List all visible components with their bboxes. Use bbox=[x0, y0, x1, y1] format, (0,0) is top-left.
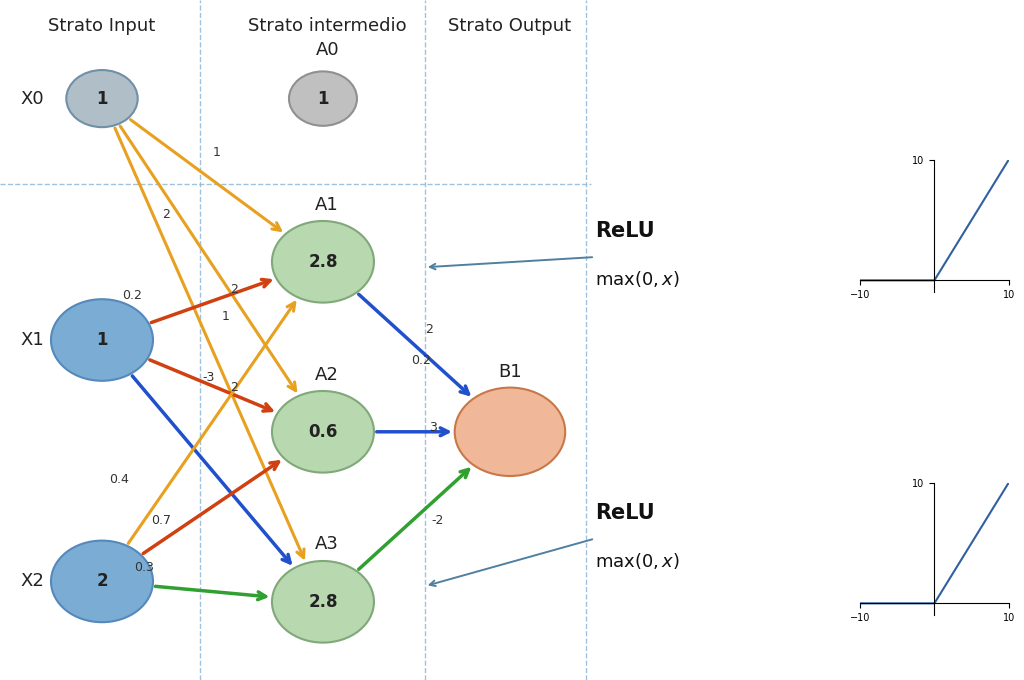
Text: 1: 1 bbox=[213, 146, 220, 160]
Text: 2: 2 bbox=[96, 573, 108, 590]
Text: Strato intermedio: Strato intermedio bbox=[248, 17, 407, 35]
Text: X0: X0 bbox=[20, 90, 44, 107]
Text: 0.6: 0.6 bbox=[308, 423, 338, 441]
Circle shape bbox=[51, 299, 153, 381]
Text: $\max(0, x)$: $\max(0, x)$ bbox=[595, 269, 680, 289]
Text: A0: A0 bbox=[315, 41, 339, 58]
Text: 2.8: 2.8 bbox=[308, 253, 338, 271]
Text: 2: 2 bbox=[229, 381, 238, 394]
Circle shape bbox=[272, 221, 374, 303]
Circle shape bbox=[272, 561, 374, 643]
Text: 1: 1 bbox=[96, 331, 108, 349]
Text: -3: -3 bbox=[202, 371, 214, 384]
Circle shape bbox=[289, 71, 357, 126]
Text: 0.2: 0.2 bbox=[411, 354, 431, 367]
Text: 2.8: 2.8 bbox=[308, 593, 338, 611]
Text: 1: 1 bbox=[96, 90, 108, 107]
Circle shape bbox=[51, 541, 153, 622]
Text: 0.3: 0.3 bbox=[134, 561, 155, 575]
Text: X2: X2 bbox=[20, 573, 44, 590]
Text: 2: 2 bbox=[229, 282, 238, 296]
Text: 1: 1 bbox=[221, 309, 229, 323]
Text: ReLU: ReLU bbox=[595, 503, 654, 524]
Text: B1: B1 bbox=[498, 363, 522, 381]
Text: A2: A2 bbox=[315, 366, 339, 384]
Text: Strato Output: Strato Output bbox=[449, 17, 571, 35]
Text: $\max(0, x)$: $\max(0, x)$ bbox=[595, 551, 680, 571]
Circle shape bbox=[67, 70, 137, 127]
Circle shape bbox=[272, 391, 374, 473]
Text: 0.7: 0.7 bbox=[152, 513, 171, 527]
Text: 3: 3 bbox=[429, 420, 437, 434]
Text: A3: A3 bbox=[315, 535, 339, 553]
Text: Strato Input: Strato Input bbox=[48, 17, 156, 35]
Circle shape bbox=[455, 388, 565, 476]
Text: A1: A1 bbox=[315, 197, 339, 214]
Text: X1: X1 bbox=[20, 331, 44, 349]
Text: 2: 2 bbox=[425, 323, 433, 337]
Text: 1: 1 bbox=[317, 90, 329, 107]
Text: 0.4: 0.4 bbox=[109, 473, 129, 486]
Text: 2: 2 bbox=[162, 207, 170, 221]
Text: ReLU: ReLU bbox=[595, 221, 654, 241]
Text: -2: -2 bbox=[431, 513, 443, 527]
Text: 0.2: 0.2 bbox=[122, 289, 141, 303]
